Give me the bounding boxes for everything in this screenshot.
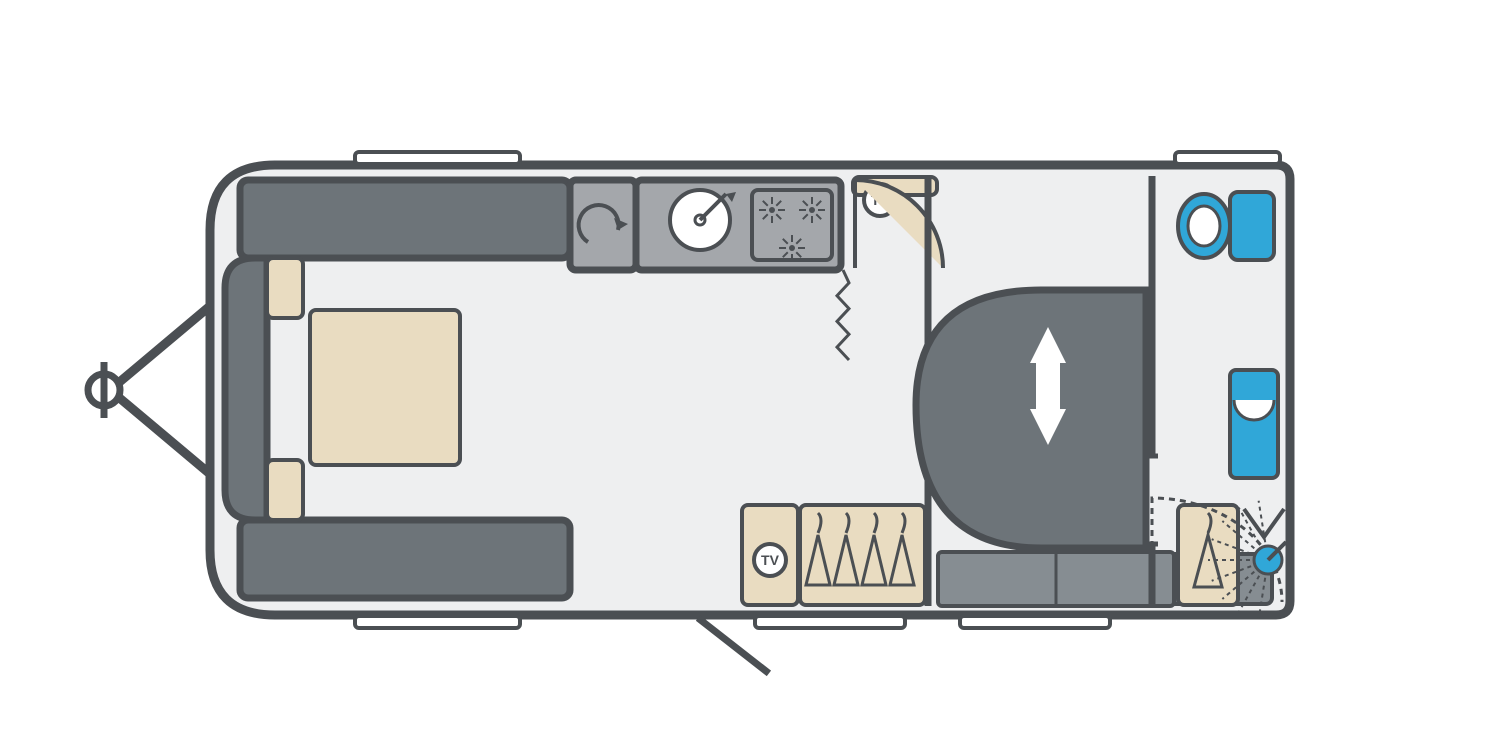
hitch-frame <box>110 306 210 474</box>
lounge-backrest <box>225 258 267 520</box>
bed <box>916 290 1146 548</box>
caravan-floorplan: TVTV <box>0 0 1500 750</box>
svg-text:TV: TV <box>761 552 780 568</box>
